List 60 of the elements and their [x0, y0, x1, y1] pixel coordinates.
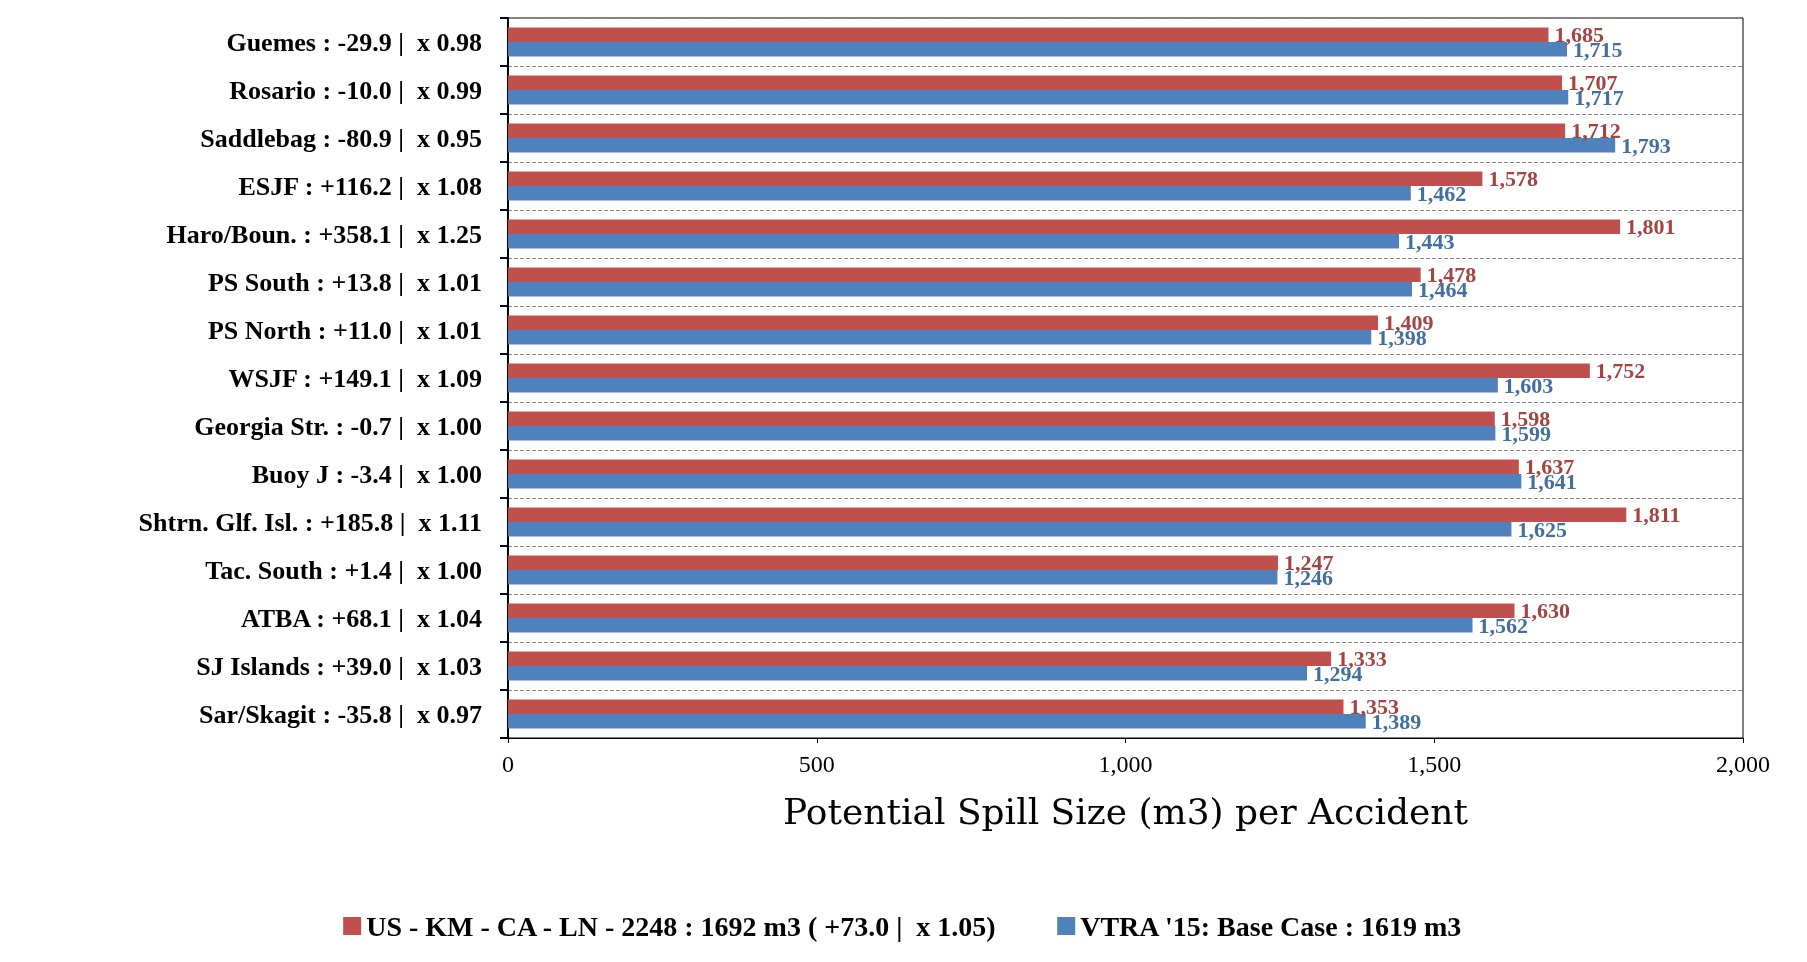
y-tick-label: Shtrn. Glf. Isl. : +185.8 | x 1.11 — [138, 507, 482, 537]
y-tick-label: Sar/Skagit : -35.8 | x 0.97 — [198, 699, 482, 729]
bar — [508, 123, 1566, 138]
bar — [508, 282, 1413, 297]
data-label: 1,625 — [1517, 516, 1567, 542]
data-label: 1,752 — [1595, 358, 1646, 384]
bar — [508, 555, 1279, 570]
bar — [508, 474, 1522, 489]
data-label: 1,578 — [1488, 166, 1538, 192]
bar — [508, 330, 1372, 345]
data-label: 1,801 — [1626, 214, 1676, 240]
y-tick-label: WSJF : +149.1 | x 1.09 — [228, 363, 482, 393]
bar — [508, 618, 1473, 633]
data-label: 1,603 — [1503, 372, 1554, 398]
x-tick-label: 2,000 — [1716, 751, 1770, 777]
bar — [508, 651, 1332, 666]
bar — [508, 315, 1379, 330]
bar — [508, 459, 1519, 474]
bar — [508, 219, 1621, 234]
bar — [508, 603, 1515, 618]
bar — [508, 426, 1496, 441]
bar — [508, 75, 1563, 90]
x-tick-label: 500 — [798, 751, 835, 777]
bar — [508, 27, 1549, 42]
y-tick-label: Rosario : -10.0 | x 0.99 — [229, 75, 482, 105]
bar — [508, 507, 1627, 522]
y-tick-label: Buoy J : -3.4 | x 1.00 — [251, 459, 482, 489]
bar — [508, 171, 1483, 186]
y-tick-label: ATBA : +68.1 | x 1.04 — [240, 603, 482, 633]
bar — [508, 378, 1498, 393]
y-tick-label: Haro/Boun. : +358.1 | x 1.25 — [166, 219, 482, 249]
y-tick-label: Georgia Str. : -0.7 | x 1.00 — [194, 411, 482, 441]
legend-label: US - KM - CA - LN - 2248 : 1692 m3 ( +73.0 | x 1.05) — [366, 910, 996, 942]
y-tick-label: Guemes : -29.9 | x 0.98 — [226, 27, 482, 57]
bar — [508, 666, 1308, 681]
bar — [508, 699, 1344, 714]
y-tick-label: Tac. South : +1.4 | x 1.00 — [205, 555, 482, 585]
y-tick-label: ESJF : +116.2 | x 1.08 — [238, 171, 482, 201]
bar — [508, 267, 1421, 282]
bar — [508, 90, 1569, 105]
legend-label: VTRA '15: Base Case : 1619 m3 — [1080, 910, 1462, 942]
bar — [508, 411, 1495, 426]
bar — [508, 186, 1411, 201]
y-tick-label: Saddlebag : -80.9 | x 0.95 — [200, 123, 482, 153]
bar — [508, 363, 1590, 378]
data-label: 1,712 — [1571, 118, 1621, 144]
bar — [508, 570, 1278, 585]
y-tick-label: PS North : +11.0 | x 1.01 — [207, 315, 482, 345]
x-tick-label: 1,000 — [1098, 751, 1153, 777]
data-label: 1,443 — [1405, 228, 1455, 254]
y-tick-label: SJ Islands : +39.0 | x 1.03 — [196, 651, 482, 681]
x-tick-label: 0 — [502, 751, 514, 777]
x-axis-title: Potential Spill Size (m3) per Accident — [783, 790, 1469, 832]
data-label: 1,793 — [1621, 132, 1671, 158]
y-tick-label: PS South : +13.8 | x 1.01 — [207, 267, 482, 297]
bar — [508, 522, 1512, 537]
data-label: 1,811 — [1632, 502, 1681, 528]
data-label: 1,462 — [1416, 180, 1467, 206]
bar — [508, 234, 1400, 249]
x-tick-label: 1,500 — [1407, 751, 1462, 777]
